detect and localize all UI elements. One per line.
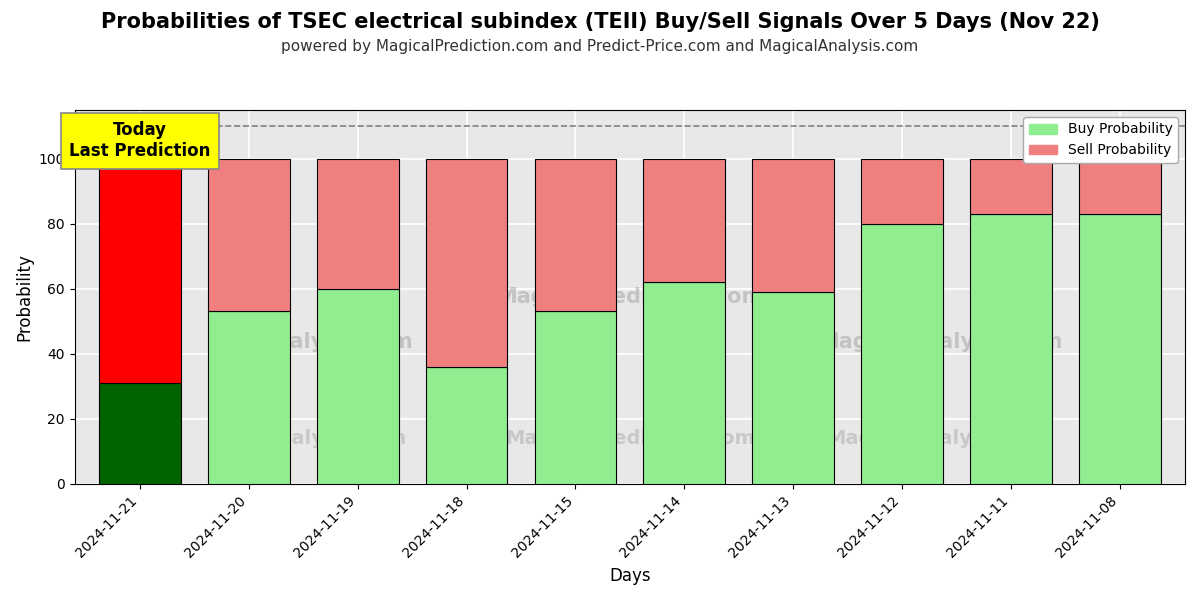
Bar [752, 292, 834, 484]
Bar [643, 159, 725, 282]
X-axis label: Days: Days [610, 567, 650, 585]
Text: Probabilities of TSEC electrical subindex (TEII) Buy/Sell Signals Over 5 Days (N: Probabilities of TSEC electrical subinde… [101, 12, 1099, 32]
Bar [862, 159, 943, 224]
Bar [208, 311, 289, 484]
Text: MagicalAnalysis.com: MagicalAnalysis.com [827, 430, 1055, 448]
Text: MagicalPrediction.com: MagicalPrediction.com [497, 287, 763, 307]
Y-axis label: Probability: Probability [16, 253, 34, 341]
Bar [100, 159, 181, 383]
Bar [1079, 159, 1160, 214]
Bar [100, 383, 181, 484]
Bar [534, 159, 617, 311]
Bar [317, 289, 398, 484]
Text: calAnalysis.com: calAnalysis.com [226, 332, 413, 352]
Bar [208, 159, 289, 311]
Bar [534, 311, 617, 484]
Bar [752, 159, 834, 292]
Text: Today
Last Prediction: Today Last Prediction [70, 121, 211, 160]
Bar [317, 159, 398, 289]
Bar [426, 367, 508, 484]
Bar [643, 282, 725, 484]
Bar [970, 214, 1051, 484]
Text: MagicalAnalysis.com: MagicalAnalysis.com [818, 332, 1063, 352]
Text: calAnalysis.com: calAnalysis.com [232, 430, 407, 448]
Bar [862, 224, 943, 484]
Text: MagicalPrediction.com: MagicalPrediction.com [505, 430, 755, 448]
Bar [970, 159, 1051, 214]
Bar [1079, 214, 1160, 484]
Text: powered by MagicalPrediction.com and Predict-Price.com and MagicalAnalysis.com: powered by MagicalPrediction.com and Pre… [281, 39, 919, 54]
Legend: Buy Probability, Sell Probability: Buy Probability, Sell Probability [1024, 117, 1178, 163]
Bar [426, 159, 508, 367]
